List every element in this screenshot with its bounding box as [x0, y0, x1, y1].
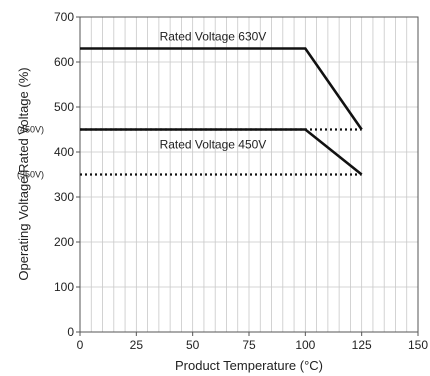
- x-tick-label: 25: [130, 338, 144, 352]
- y-tick-label: 400: [54, 145, 74, 159]
- y-tick-label: 0: [67, 325, 74, 339]
- x-tick-labels: 0 25 50 75 100 125 150: [77, 338, 429, 352]
- y-tick-labels: 0 100 200 300 400 500 600 700: [54, 10, 74, 339]
- reference-label-bg: [18, 167, 78, 181]
- x-tick-label: 125: [352, 338, 372, 352]
- y-tick-label: 700: [54, 10, 74, 24]
- y-tick-label: 500: [54, 100, 74, 114]
- reference-label: (450V): [17, 125, 44, 135]
- series-label: Rated Voltage 630V: [160, 30, 267, 44]
- grid: [76, 16, 419, 336]
- reference-label-bg: [18, 122, 78, 136]
- x-tick-label: 0: [77, 338, 84, 352]
- y-axis-label: Operating Voltage/Rated Voltage (%): [16, 67, 31, 280]
- reference-label: (350V): [17, 170, 44, 180]
- x-tick-label: 75: [242, 338, 256, 352]
- x-axis-label: Product Temperature (°C): [175, 358, 323, 373]
- reference-labels: (450V) (350V): [17, 122, 78, 181]
- series-line: [80, 128, 363, 176]
- series-line: [80, 47, 363, 131]
- series-label: Rated Voltage 450V: [160, 138, 267, 152]
- y-tick-label: 200: [54, 235, 74, 249]
- series-lines: [80, 47, 363, 176]
- series-labels: Rated Voltage 630V Rated Voltage 450V: [160, 30, 267, 152]
- y-tick-label: 100: [54, 280, 74, 294]
- x-tick-label: 150: [408, 338, 428, 352]
- x-tick-label: 50: [186, 338, 200, 352]
- x-tick-label: 100: [295, 338, 315, 352]
- y-tick-label: 300: [54, 190, 74, 204]
- y-tick-label: 600: [54, 55, 74, 69]
